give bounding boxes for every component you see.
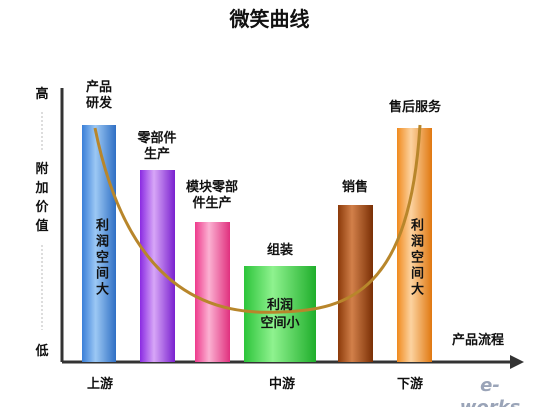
bar-label: 模块零部件生产 — [185, 180, 238, 211]
bar-label: 售后服务 — [388, 100, 441, 115]
watermark: e-works — [460, 375, 521, 407]
bar — [195, 222, 230, 362]
stage: 上游 — [86, 377, 113, 392]
stage: 下游 — [396, 377, 423, 392]
bar-inner: 空间小 — [260, 316, 300, 331]
y-low: 低 — [35, 344, 49, 359]
stage: 中游 — [268, 377, 295, 392]
bar-label: 产品研发 — [85, 80, 112, 111]
bar-inner: 利润空间大 — [408, 218, 423, 298]
bar-label: 零部件生产 — [137, 131, 177, 162]
bar-inner: 利润 — [266, 298, 293, 313]
bar-inner: 利润空间大 — [93, 218, 108, 298]
y-label: 附加价值 — [35, 162, 49, 234]
y-high: 高 — [35, 87, 49, 102]
x-label: 产品流程 — [451, 333, 504, 348]
x-arrow — [510, 355, 524, 369]
bar-label: 组装 — [266, 243, 293, 258]
bar — [244, 266, 316, 362]
title: 微笑曲线 — [229, 7, 310, 31]
bar-label: 销售 — [341, 180, 368, 195]
smile-curve — [93, 124, 422, 314]
bar — [82, 125, 116, 362]
